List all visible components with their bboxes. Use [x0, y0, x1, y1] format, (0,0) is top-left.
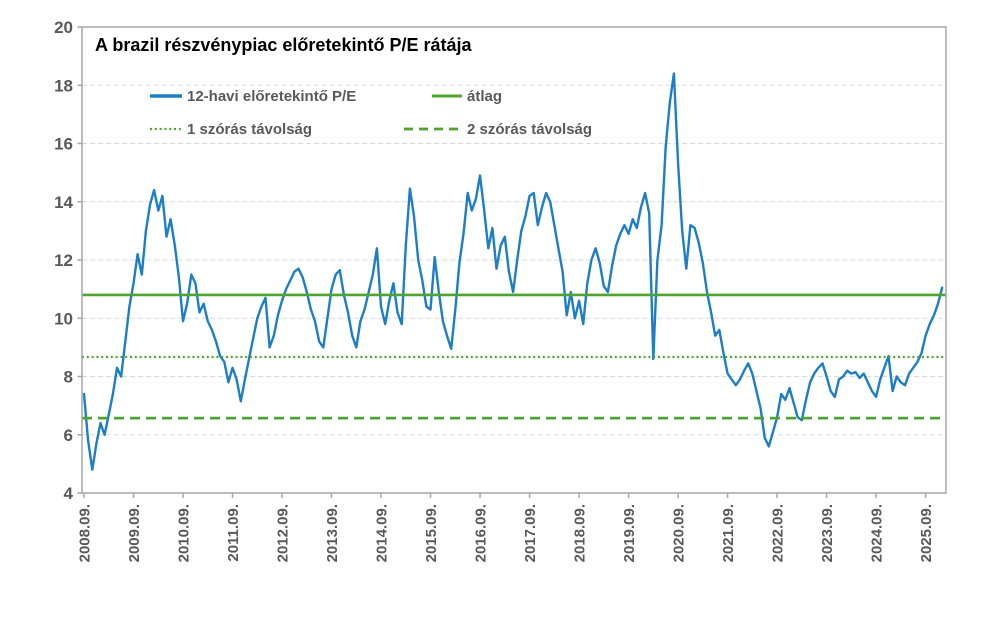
y-axis-label: 6: [64, 426, 73, 445]
legend-label-pe-line: 12-havi előretekintő P/E: [187, 88, 356, 105]
y-axis-labels-layer: 20 18 16 14 12 10 8 6 4: [54, 18, 73, 503]
x-axis-label: 2012.09.: [275, 504, 292, 562]
y-axis-label: 16: [54, 135, 73, 154]
x-axis-label: 2022.09.: [770, 504, 787, 562]
x-axis-label: 2021.09.: [720, 504, 737, 562]
x-axis-label: 2017.09.: [522, 504, 539, 562]
y-axis-label: 14: [54, 193, 73, 212]
x-axis-label: 2019.09.: [621, 504, 638, 562]
axis-ticks-layer: [77, 26, 927, 498]
x-axis-label: 2024.09.: [869, 504, 886, 562]
gridlines-layer: [82, 84, 946, 436]
pe-series-line: [82, 72, 944, 471]
x-axis-label: 2009.09.: [126, 504, 143, 562]
y-axis-label: 8: [64, 368, 73, 387]
reference-lines-layer: [82, 293, 946, 420]
y-axis-label: 4: [64, 484, 74, 503]
x-axis-label: 2011.09.: [225, 504, 242, 562]
y-axis-label: 18: [54, 76, 73, 95]
legend-label-2-szoras: 2 szórás távolság: [467, 121, 592, 138]
y-axis-label: 12: [54, 251, 73, 270]
x-axis-label: 2014.09.: [374, 504, 391, 562]
x-axis-labels-layer: 2008.09. 2009.09. 2010.09. 2011.09. 2012.09.…: [77, 504, 936, 562]
x-axis-label: 2015.09.: [423, 504, 440, 562]
chart-title: A brazil részvénypiac előretekintő P/E r…: [95, 35, 472, 55]
series-layer: [82, 72, 944, 471]
legend-label-atlag: átlag: [467, 88, 502, 105]
x-axis-label: 2013.09.: [324, 504, 341, 562]
legend: 12-havi előretekintő P/E átlag 1 szórás …: [150, 88, 592, 138]
y-axis-label: 20: [54, 18, 73, 37]
x-axis-label: 2020.09.: [671, 504, 688, 562]
x-axis-label: 2018.09.: [572, 504, 589, 562]
x-axis-label: 2023.09.: [819, 504, 836, 562]
legend-label-1-szoras: 1 szórás távolság: [187, 121, 312, 138]
x-axis-label: 2025.09.: [918, 504, 935, 562]
x-axis-label: 2008.09.: [77, 504, 94, 562]
y-axis-label: 10: [54, 309, 73, 328]
x-axis-label: 2010.09.: [176, 504, 193, 562]
x-axis-label: 2016.09.: [473, 504, 490, 562]
